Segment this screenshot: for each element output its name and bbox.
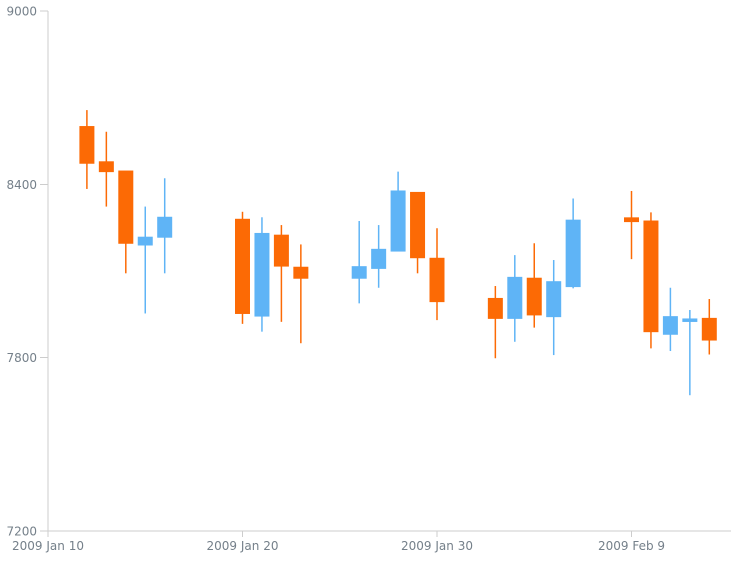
- candle-body: [390, 190, 406, 252]
- candle-body: [410, 191, 426, 259]
- candle-2009-02-03[interactable]: [507, 255, 523, 342]
- candle-body: [643, 220, 659, 333]
- candle-body: [565, 219, 581, 288]
- x-axis-label: 2009 Jan 30: [401, 539, 473, 553]
- y-axis-label: 7800: [6, 351, 37, 365]
- candle-2009-01-30[interactable]: [429, 228, 445, 321]
- candle-2009-02-09[interactable]: [624, 190, 639, 260]
- x-axis-label: 2009 Jan 10: [12, 539, 84, 553]
- x-axis-label: 2009 Feb 9: [598, 539, 665, 553]
- candle-2009-01-15[interactable]: [137, 206, 153, 314]
- candle-body: [351, 266, 367, 279]
- x-axis-label: 2009 Jan 20: [207, 539, 279, 553]
- candle-body: [371, 248, 387, 269]
- candle-body: [254, 232, 270, 317]
- candle-2009-02-06[interactable]: [565, 198, 581, 289]
- candle-2009-02-10[interactable]: [643, 212, 659, 349]
- candle-2009-01-22[interactable]: [273, 225, 289, 322]
- candle-body: [526, 277, 542, 316]
- candle-2009-01-21[interactable]: [254, 217, 270, 332]
- candle-2009-01-20[interactable]: [235, 211, 250, 324]
- y-axis-label: 7200: [6, 525, 37, 539]
- candle-2009-01-26[interactable]: [351, 221, 367, 304]
- candle-2009-02-13[interactable]: [701, 299, 717, 355]
- candle-body: [682, 318, 698, 322]
- candle-body: [546, 281, 562, 318]
- candle-body: [118, 170, 134, 244]
- candle-body: [157, 216, 173, 238]
- candle-body: [98, 161, 114, 173]
- candle-body: [79, 126, 95, 164]
- y-axis-label: 8400: [6, 178, 37, 192]
- y-axis-label: 9000: [6, 5, 37, 19]
- candle-body: [487, 297, 503, 319]
- candle-2009-02-12[interactable]: [682, 310, 698, 396]
- candle-body: [137, 236, 153, 246]
- candle-body: [701, 317, 717, 341]
- candle-body: [624, 217, 639, 223]
- candle-2009-01-23[interactable]: [293, 244, 309, 344]
- candle-2009-01-29[interactable]: [410, 191, 426, 274]
- candle-2009-01-27[interactable]: [371, 225, 387, 288]
- candle-body: [662, 316, 678, 335]
- candle-2009-02-04[interactable]: [526, 243, 542, 328]
- candle-2009-02-05[interactable]: [546, 260, 562, 356]
- candle-2009-01-12[interactable]: [79, 110, 95, 189]
- candle-2009-01-28[interactable]: [390, 171, 406, 252]
- candle-body: [273, 234, 289, 267]
- candle-2009-02-11[interactable]: [662, 287, 678, 352]
- candle-body: [429, 257, 445, 303]
- candle-2009-01-13[interactable]: [98, 131, 114, 207]
- candle-2009-01-14[interactable]: [118, 170, 134, 274]
- candle-body: [235, 218, 250, 314]
- candle-body: [293, 266, 309, 279]
- candle-2009-02-02[interactable]: [487, 286, 503, 359]
- axes: [40, 10, 731, 537]
- candle-2009-01-16[interactable]: [157, 178, 173, 274]
- candle-body: [507, 276, 523, 319]
- candle-series: [79, 110, 717, 396]
